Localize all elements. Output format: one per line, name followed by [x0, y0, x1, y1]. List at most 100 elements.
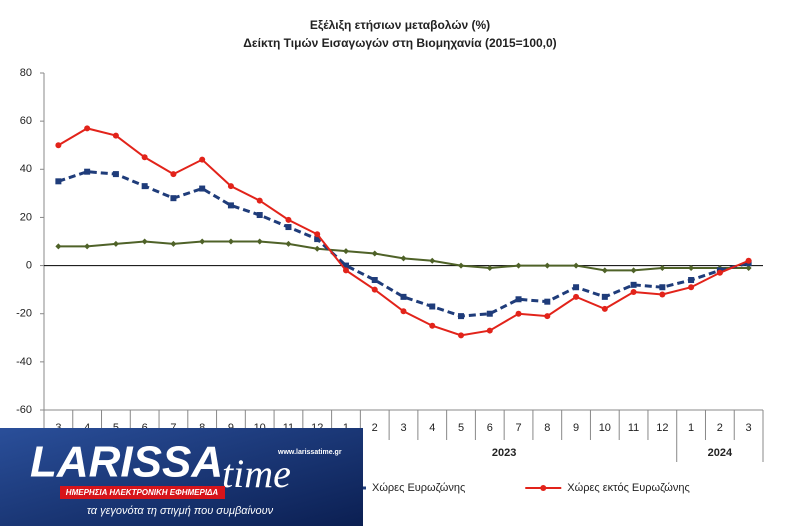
marker: [659, 291, 666, 298]
marker: [112, 171, 119, 178]
marker: [285, 224, 292, 231]
marker: [601, 305, 608, 312]
marker: [630, 281, 637, 288]
watermark-brand: LARISSA: [30, 438, 223, 487]
y-tick-label: -20: [16, 308, 32, 320]
marker: [342, 248, 349, 255]
marker: [371, 277, 378, 284]
marker: [400, 255, 407, 262]
marker: [688, 264, 695, 271]
y-tick-label: 0: [26, 259, 32, 271]
x-tick-label: 7: [515, 422, 521, 434]
marker: [55, 142, 62, 149]
marker: [256, 238, 263, 245]
marker: [458, 313, 465, 320]
watermark-band: [60, 486, 225, 499]
x-tick-label: 9: [228, 422, 234, 434]
x-tick-label: 1: [688, 422, 694, 434]
marker: [429, 303, 436, 310]
marker: [285, 216, 292, 223]
marker: [227, 238, 234, 245]
marker: [400, 293, 407, 300]
marker: [141, 183, 148, 190]
x-tick-label: 8: [544, 422, 550, 434]
watermark-url: www.larissatime.gr: [277, 449, 342, 456]
marker: [256, 212, 263, 219]
marker: [486, 310, 493, 317]
x-tick-label: 6: [487, 422, 493, 434]
marker: [515, 296, 522, 303]
marker: [659, 264, 666, 271]
marker: [544, 313, 551, 320]
marker: [458, 262, 465, 269]
marker: [112, 240, 119, 247]
marker: [486, 327, 493, 334]
x-tick-label: 3: [746, 422, 752, 434]
x-tick-label: 3: [400, 422, 406, 434]
watermark: LARISSA time www.larissatime.gr ΗΜΕΡΗΣΙΑ…: [0, 428, 363, 526]
y-tick-label: 60: [20, 115, 32, 127]
marker: [314, 245, 321, 252]
marker: [544, 262, 551, 269]
marker: [601, 293, 608, 300]
marker: [342, 267, 349, 274]
x-tick-label: 5: [458, 422, 464, 434]
legend-label: Χώρες Ευρωζώνης: [372, 482, 465, 494]
marker: [745, 257, 752, 264]
marker: [227, 183, 234, 190]
chart-title: Εξέλιξη ετήσιων μεταβολών (%): [310, 18, 490, 32]
marker: [458, 332, 465, 339]
marker: [371, 286, 378, 293]
marker: [573, 293, 580, 300]
marker: [659, 284, 666, 291]
marker: [515, 262, 522, 269]
marker: [199, 156, 206, 163]
marker: [84, 243, 91, 250]
y-tick-label: 80: [20, 67, 32, 79]
x-tick-label: 2: [717, 422, 723, 434]
marker: [141, 238, 148, 245]
x-tick-label: 6: [142, 422, 148, 434]
watermark-slogan: τα γεγονότα τη στιγμή που συμβαίνουν: [87, 505, 274, 517]
marker: [342, 262, 349, 269]
marker: [285, 240, 292, 247]
series-line: [57, 127, 750, 337]
marker: [112, 132, 119, 139]
marker: [371, 250, 378, 257]
marker: [716, 269, 723, 276]
x-tick-label: 2: [372, 422, 378, 434]
y-tick-label: 40: [20, 163, 32, 175]
marker: [199, 185, 206, 192]
legend-marker: [540, 485, 547, 491]
legend-label: Χώρες εκτός Ευρωζώνης: [567, 482, 690, 494]
x-tick-label: 11: [628, 422, 639, 434]
watermark-tagline: ΗΜΕΡΗΣΙΑ ΗΛΕΚΤΡΟΝΙΚΗ ΕΦΗΜΕΡΙΔΑ: [66, 488, 219, 497]
marker: [170, 195, 177, 202]
marker: [573, 284, 580, 291]
marker: [630, 267, 637, 274]
x-tick-label: 9: [573, 422, 579, 434]
marker: [55, 178, 62, 185]
x-tick-label: 8: [199, 422, 205, 434]
marker: [688, 277, 695, 284]
marker: [429, 322, 436, 329]
legend-item: Χώρες εκτός Ευρωζώνης: [525, 482, 690, 494]
marker: [601, 267, 608, 274]
marker: [429, 257, 436, 264]
marker: [170, 240, 177, 247]
marker: [314, 231, 321, 238]
x-tick-label: 12: [656, 422, 668, 434]
x-group-label: 2023: [492, 447, 516, 459]
y-tick-label: -40: [16, 356, 32, 368]
watermark-brand2: time: [222, 451, 291, 496]
marker: [141, 154, 148, 161]
x-tick-label: 4: [429, 422, 435, 434]
marker: [84, 125, 91, 132]
x-tick-label: 4: [84, 422, 90, 434]
marker: [314, 236, 321, 243]
x-tick-label: 10: [599, 422, 611, 434]
marker: [544, 298, 551, 305]
marker: [199, 238, 206, 245]
